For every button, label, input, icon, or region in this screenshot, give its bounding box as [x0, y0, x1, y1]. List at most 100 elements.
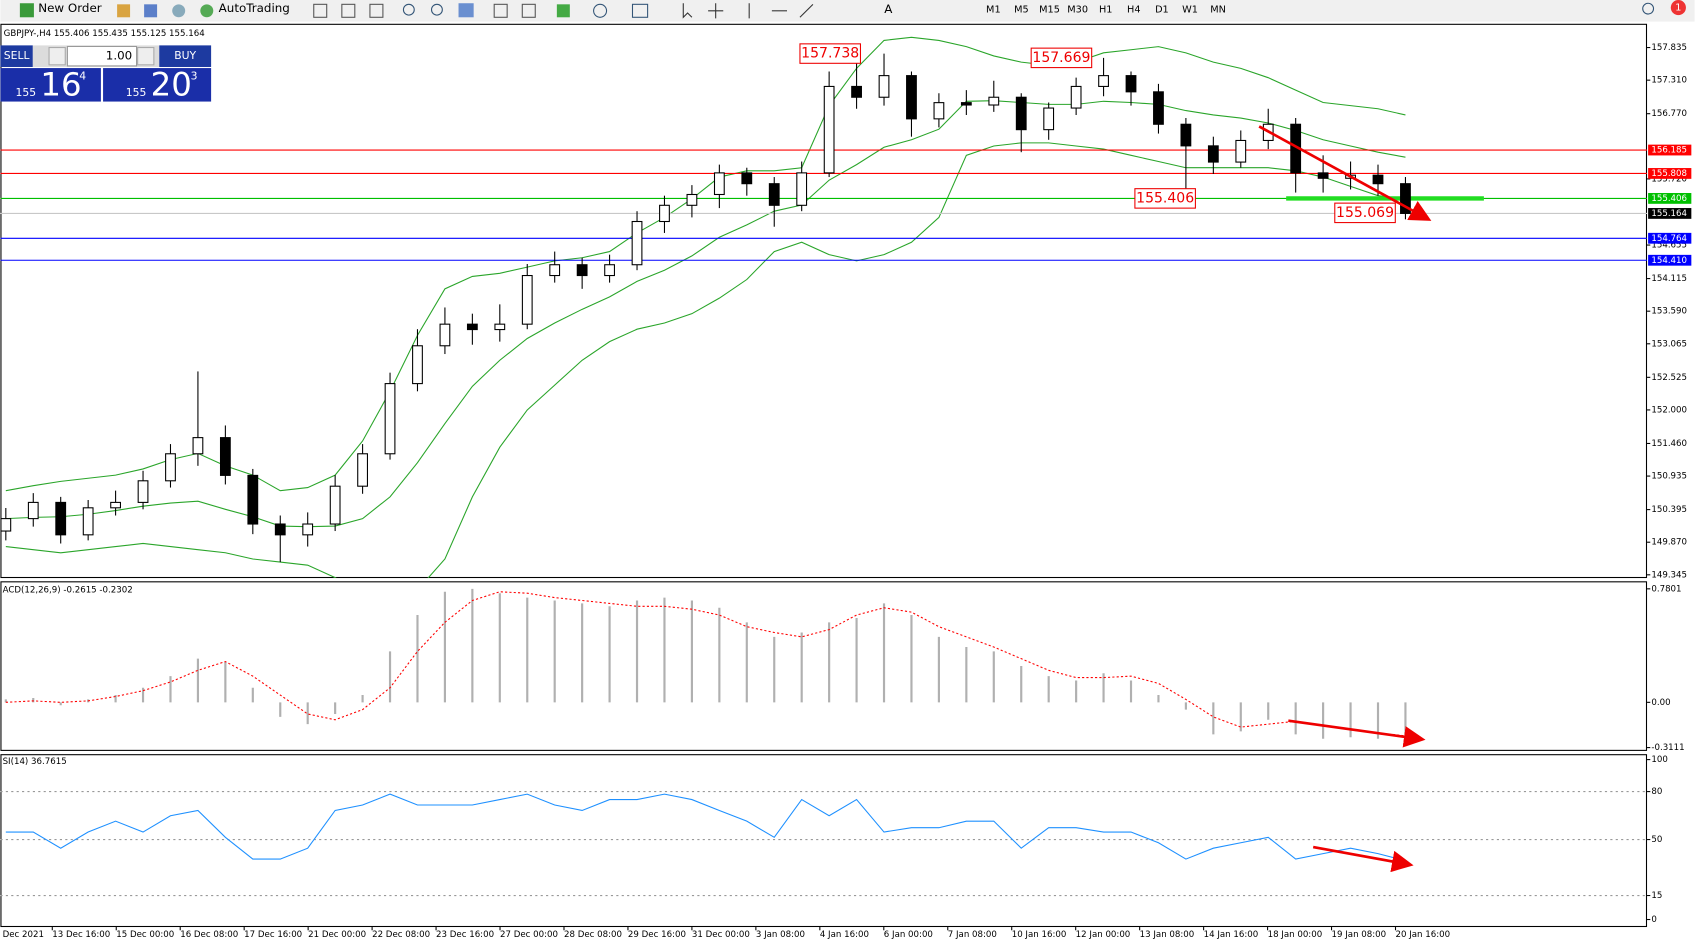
timeframe-button[interactable]: M1: [986, 5, 1001, 16]
candle-body: [274, 523, 286, 536]
chart-tools: A: [313, 2, 893, 19]
price-callout: 155.069: [1336, 205, 1394, 221]
candle-body: [1400, 183, 1411, 214]
y-tick-label: 0.7801: [1651, 584, 1681, 594]
tool-icon[interactable]: [521, 3, 536, 18]
timeframe-button[interactable]: M15: [1039, 5, 1060, 16]
y-tick-label: 157.310: [1651, 76, 1687, 86]
level-label-bg: [1648, 208, 1692, 219]
timeframe-button[interactable]: M5: [1014, 5, 1029, 16]
lot-input[interactable]: [66, 45, 138, 67]
tool-icon[interactable]: [493, 3, 508, 18]
cursor-tool[interactable]: [682, 3, 693, 19]
candle-body: [412, 345, 423, 385]
y-tick-label: 154.655: [1651, 241, 1687, 251]
timeframe-button[interactable]: W1: [1182, 5, 1198, 16]
lot-value[interactable]: 1.00: [106, 49, 132, 63]
rsi-plot: [0, 791, 1648, 897]
candle-body: [1235, 139, 1247, 163]
y-tick-label: 50: [1651, 835, 1662, 845]
sell-button[interactable]: [0, 45, 33, 67]
candle-body: [1070, 85, 1082, 109]
candle-body: [933, 102, 945, 120]
y-tick-label: 80: [1651, 787, 1662, 797]
sell-label[interactable]: SELL: [4, 49, 30, 62]
level-label: 154.764: [1651, 234, 1687, 244]
bollinger-middle: [5, 100, 1406, 528]
autotrading-icon[interactable]: [200, 4, 214, 18]
buy-button[interactable]: [159, 45, 212, 67]
main-panel-frame: [0, 23, 1648, 579]
rsi-title: SI(14) 36.7615: [3, 757, 67, 767]
tile-icon[interactable]: [458, 3, 474, 18]
y-tick-label: 149.870: [1651, 538, 1687, 548]
text-tool[interactable]: A: [884, 2, 893, 16]
x-tick-label: 17 Dec 16:00: [244, 930, 302, 940]
price-callout-box: [799, 43, 862, 64]
y-tick-label: 152.000: [1651, 405, 1687, 415]
tool-icon[interactable]: [117, 4, 131, 18]
zoom-out[interactable]: [430, 3, 443, 16]
level-label-bg: [1648, 168, 1692, 179]
price-callout-box: [1134, 188, 1196, 209]
level-label: 156.185: [1651, 146, 1687, 156]
candle-body: [741, 172, 753, 185]
indicators-icon[interactable]: [556, 4, 570, 18]
tool-icon[interactable]: [369, 3, 384, 18]
candle-body: [1015, 96, 1027, 131]
symbol-info: GBPJPY-,H4 155.406 155.435 155.125 155.1…: [4, 29, 205, 39]
candle-body: [576, 264, 588, 277]
x-tick-label: 3 Jan 08:00: [756, 930, 805, 940]
candle-body: [604, 264, 615, 277]
search-icon[interactable]: [1642, 2, 1655, 15]
y-tick-label: 153.065: [1651, 339, 1687, 349]
crosshair-tool[interactable]: [708, 3, 724, 19]
bollinger-upper: [5, 36, 1406, 492]
candle-body: [439, 323, 451, 347]
rsi-line: [5, 793, 1406, 862]
bid-box[interactable]: [0, 68, 101, 102]
x-tick-label: 31 Dec 00:00: [692, 930, 750, 940]
candle-body: [906, 75, 917, 120]
trendline-tool[interactable]: [799, 3, 814, 18]
autotrading-button[interactable]: AutoTrading: [219, 1, 290, 15]
timeframe-button[interactable]: MN: [1210, 5, 1226, 16]
price-plot: 157.738 157.669 155.406 155.069: [0, 36, 1648, 579]
candle-body: [1153, 91, 1164, 125]
tool-icon[interactable]: [144, 4, 158, 18]
candle-body: [1317, 172, 1329, 179]
lot-up[interactable]: [137, 47, 155, 66]
candle-body: [82, 507, 94, 536]
x-tick-label: 12 Jan 00:00: [1076, 930, 1131, 940]
buy-label[interactable]: BUY: [174, 49, 196, 62]
x-tick-label: 27 Dec 00:00: [500, 930, 558, 940]
tool-icon[interactable]: [341, 3, 356, 18]
candle-body: [549, 264, 561, 277]
x-tick-label: 20 Jan 16:00: [1396, 930, 1451, 940]
x-tick-label: 16 Dec 08:00: [180, 930, 238, 940]
templates-icon[interactable]: [631, 3, 649, 18]
timeframe-button[interactable]: H1: [1099, 5, 1113, 16]
candle-body: [247, 474, 259, 525]
y-tick-label: 149.345: [1651, 570, 1687, 580]
new-order-icon[interactable]: [19, 3, 34, 18]
ask-box[interactable]: [103, 68, 212, 102]
candle-body: [357, 453, 368, 487]
level-label: 155.164: [1651, 209, 1687, 219]
x-tick-label: 13 Dec 16:00: [52, 930, 110, 940]
candle-body: [384, 383, 396, 455]
tool-icon[interactable]: [313, 3, 328, 18]
bid-small: 4: [79, 70, 86, 83]
tool-icon[interactable]: [172, 4, 186, 18]
alert-badge[interactable]: [1670, 0, 1686, 16]
timeframe-button[interactable]: H4: [1127, 5, 1140, 16]
timeframe-button[interactable]: M30: [1067, 5, 1088, 16]
x-tick-label: 21 Dec 00:00: [308, 930, 366, 940]
zoom-in[interactable]: [402, 3, 415, 16]
periods-icon[interactable]: [593, 3, 608, 18]
candle-body: [137, 480, 149, 503]
macd-panel-frame: [0, 581, 1648, 751]
new-order-button[interactable]: New Order: [38, 1, 102, 15]
lot-down[interactable]: [48, 47, 66, 66]
timeframe-button[interactable]: D1: [1155, 5, 1169, 16]
